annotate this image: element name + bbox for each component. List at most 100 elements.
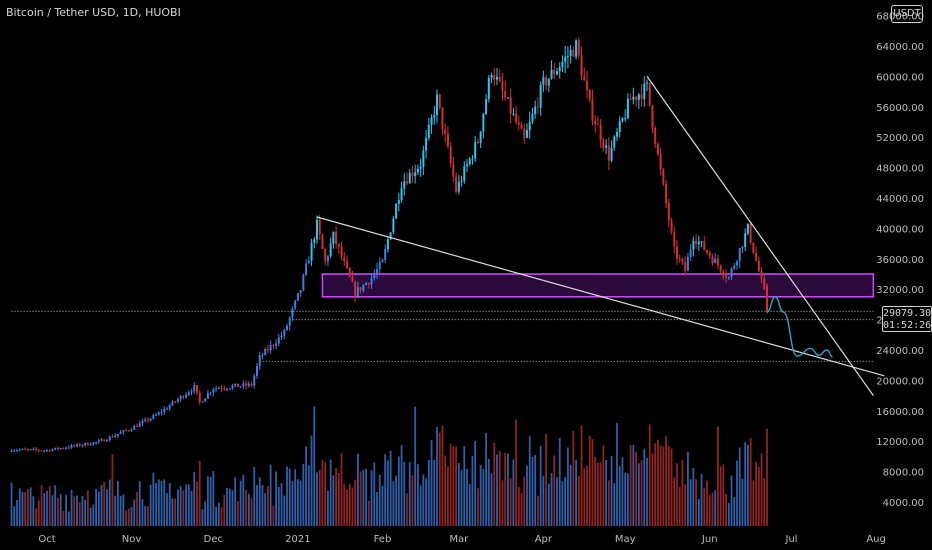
- candle-body: [463, 166, 466, 182]
- candle-body: [89, 444, 92, 446]
- volume-bar: [327, 490, 329, 526]
- volume-bar: [155, 482, 157, 526]
- candle-body: [133, 426, 136, 430]
- volume-bar: [714, 490, 717, 526]
- volume-bar: [299, 480, 302, 526]
- volume-bar: [264, 493, 267, 526]
- volume-bar: [482, 469, 485, 526]
- volume-bar: [283, 495, 286, 526]
- volume-bar: [738, 447, 741, 526]
- candle-body: [449, 146, 452, 164]
- time-axis[interactable]: Oct Nov Dec 2021 Feb Mar Apr May Jun Jul Aug: [38, 534, 886, 545]
- projection-path[interactable]: [766, 296, 833, 358]
- volume-bar: [367, 500, 370, 526]
- candle-body: [51, 449, 54, 452]
- volume-bar: [177, 489, 179, 526]
- volume-bar: [539, 445, 542, 526]
- candle-body: [629, 98, 632, 100]
- volume-bar: [684, 484, 687, 526]
- volume-bar: [307, 465, 310, 526]
- volume-bar: [24, 492, 27, 526]
- candle-body: [182, 396, 185, 398]
- candle-body: [46, 450, 48, 452]
- support-zone[interactable]: [321, 273, 875, 298]
- candle-body: [616, 132, 619, 137]
- volume-bar: [54, 485, 57, 526]
- candle-body: [258, 355, 261, 366]
- projection-layer: [766, 296, 833, 358]
- candle-body: [681, 258, 684, 262]
- candle-body: [43, 450, 46, 452]
- volume-bar: [171, 498, 174, 526]
- volume-bar: [359, 471, 362, 526]
- candle-body: [613, 136, 616, 148]
- candle-body: [354, 282, 357, 297]
- price-axis[interactable]: 4000.00 8000.00 12000.00 16000.00 20000.00 24…: [876, 12, 924, 509]
- volume-bar: [182, 490, 185, 526]
- volume-bar: [755, 461, 757, 526]
- candle-body: [97, 440, 100, 443]
- volume-bar: [621, 457, 624, 526]
- volume-bar: [550, 473, 553, 526]
- time-tick-label: Nov: [122, 534, 142, 545]
- volume-bar: [662, 446, 665, 526]
- candle-body: [302, 274, 305, 291]
- volume-bar: [376, 492, 378, 526]
- candle-body: [406, 181, 409, 184]
- volume-bar: [18, 488, 21, 526]
- candle-body: [288, 317, 291, 326]
- volume-bar: [512, 459, 515, 526]
- candle-body: [556, 71, 559, 75]
- volume-bar: [558, 437, 561, 526]
- volume-bar: [321, 460, 324, 526]
- price-tick-label: 36000.00: [876, 255, 924, 266]
- candle-body: [605, 145, 608, 148]
- volume-bar: [670, 448, 673, 526]
- volume-bar: [455, 446, 457, 526]
- candle-body: [490, 74, 493, 78]
- candle-body: [168, 405, 171, 409]
- candle-body: [29, 449, 32, 451]
- candle-body: [667, 203, 670, 221]
- volume-bar: [234, 477, 237, 526]
- price-tick-label: 32000.00: [876, 285, 924, 296]
- volume-bar: [297, 479, 299, 526]
- volume-bar: [501, 480, 504, 526]
- candle-body: [738, 248, 741, 262]
- volume-bar: [332, 475, 335, 526]
- candle-body: [479, 131, 482, 144]
- candle-body: [62, 448, 65, 450]
- candle-body: [444, 129, 447, 134]
- candle-body: [517, 122, 520, 125]
- trendline[interactable]: [316, 216, 885, 377]
- volume-bar: [389, 450, 392, 526]
- candle-body: [468, 158, 471, 165]
- volume-bar: [594, 457, 597, 526]
- volume-bar: [477, 488, 479, 526]
- volume-bar: [125, 510, 127, 526]
- trendlines-layer: [316, 76, 885, 396]
- candle-body: [155, 414, 158, 416]
- candle-body: [108, 436, 111, 441]
- price-tick-label: 64000.00: [876, 42, 924, 53]
- volume-bar: [406, 493, 408, 526]
- candle-body: [18, 449, 21, 451]
- time-tick-label: Feb: [374, 534, 392, 545]
- candle-body: [397, 200, 400, 204]
- candle-body: [596, 124, 599, 126]
- volume-bar: [586, 465, 588, 526]
- volume-bar: [607, 480, 610, 526]
- volume-bar: [215, 506, 217, 526]
- candle-body: [676, 246, 679, 259]
- quote-unit-badge[interactable]: USDT: [891, 5, 923, 23]
- volume-bar: [201, 509, 204, 526]
- candle-body: [226, 388, 229, 390]
- volume-bar: [269, 464, 272, 526]
- candle-body: [307, 260, 310, 264]
- volume-bar: [695, 479, 697, 526]
- trendline[interactable]: [646, 76, 874, 396]
- volume-bar: [485, 432, 487, 526]
- candle-body: [286, 325, 289, 330]
- volume-bar: [84, 499, 87, 526]
